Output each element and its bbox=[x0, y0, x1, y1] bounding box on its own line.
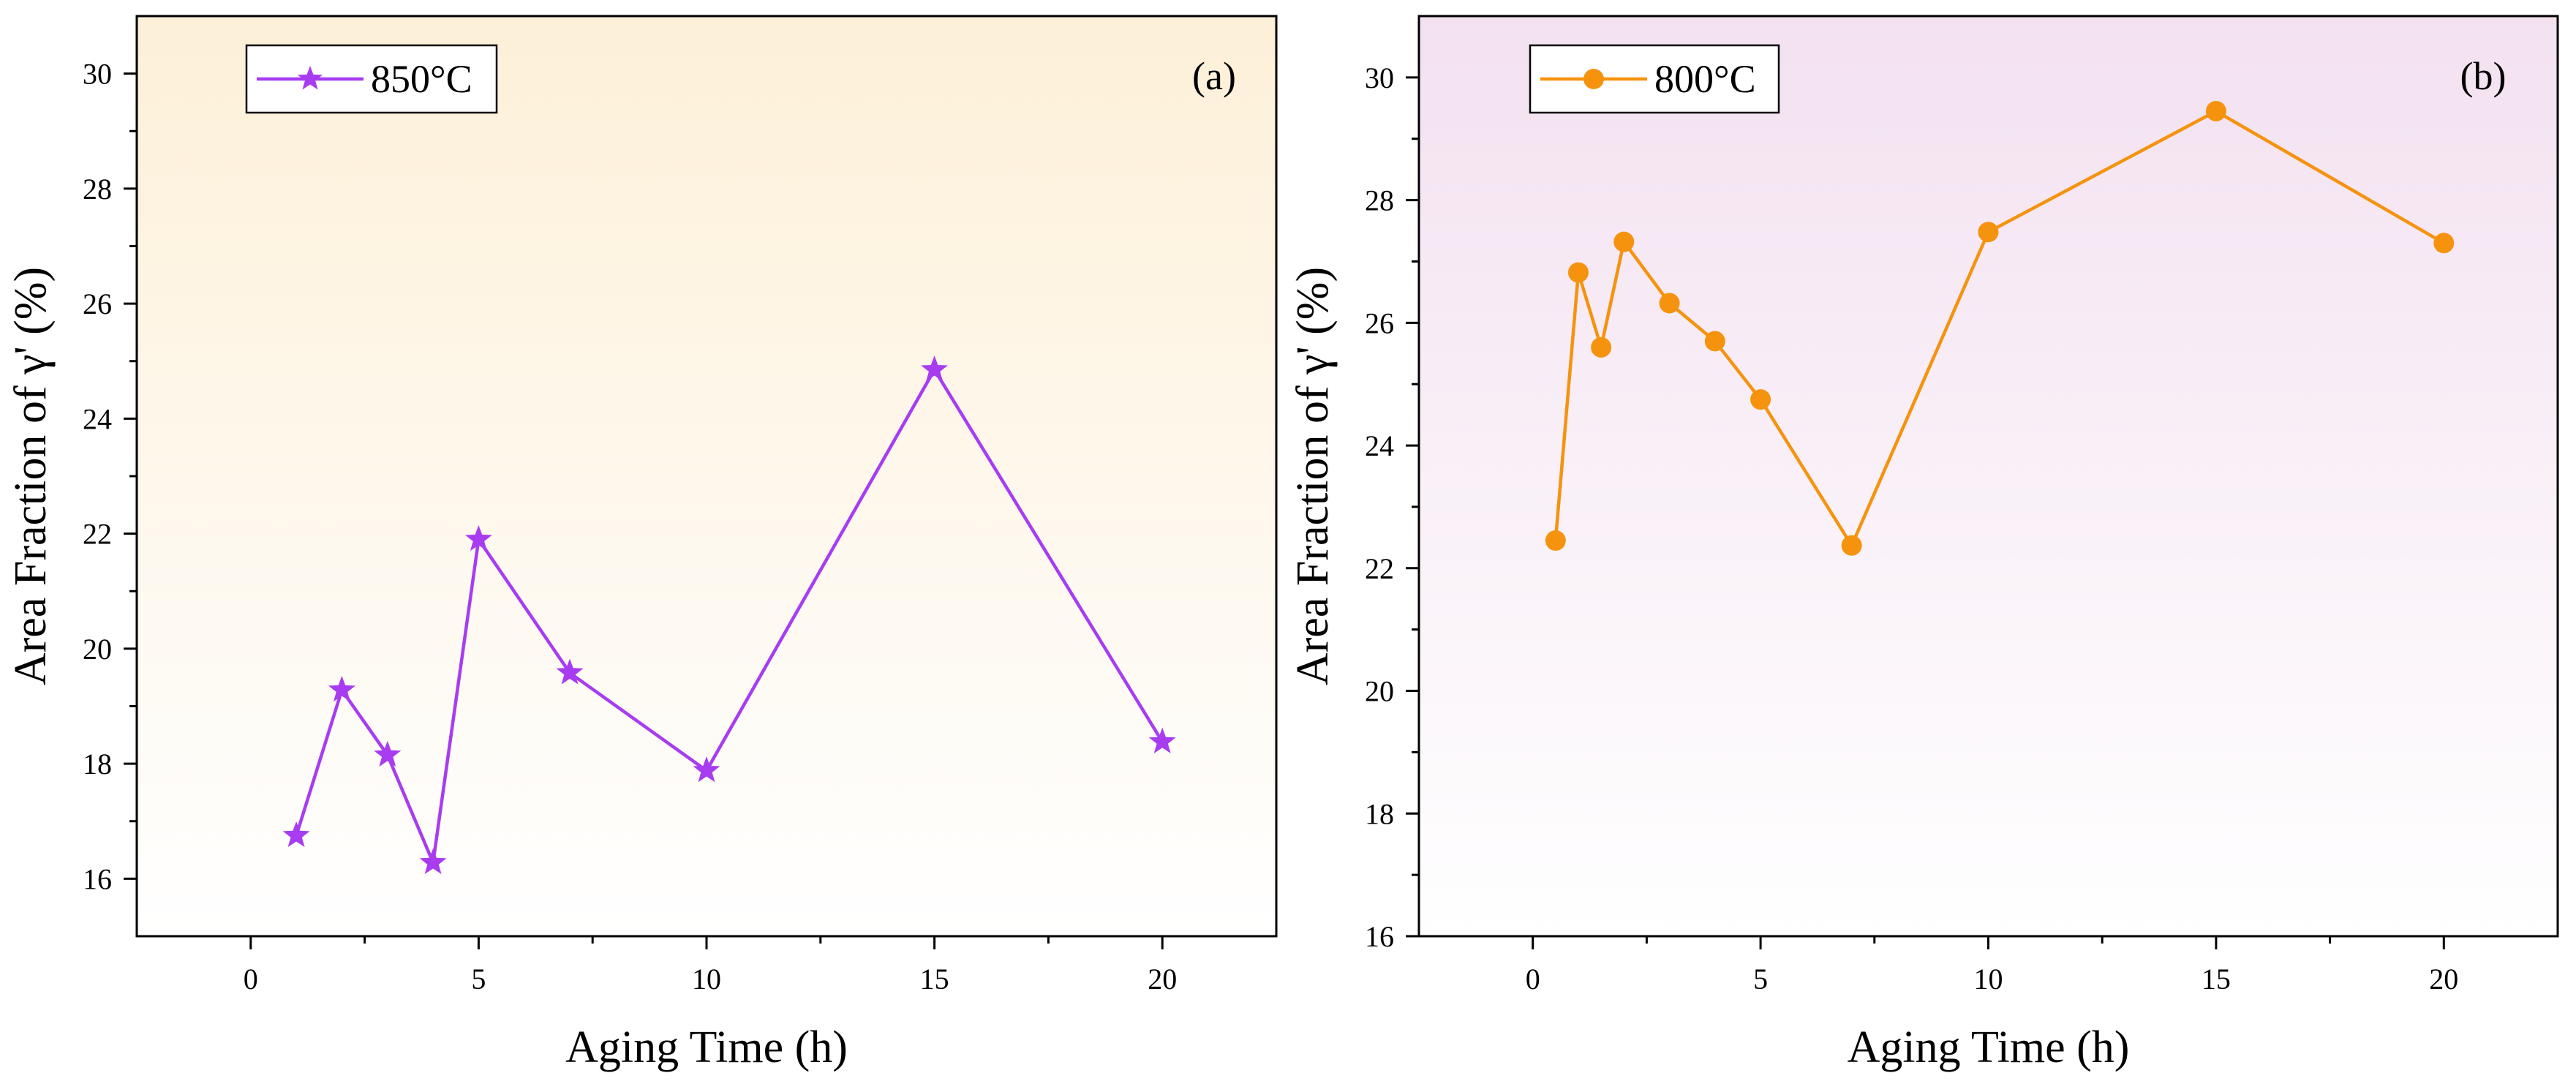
panel-label: (a) bbox=[1192, 54, 1236, 98]
y-tick-label: 16 bbox=[1365, 920, 1394, 953]
legend: 850°C bbox=[245, 44, 498, 114]
y-axis-title: Area Fraction of γ' (%) bbox=[6, 267, 56, 685]
data-point-circle bbox=[1567, 262, 1589, 283]
data-point-circle bbox=[1750, 389, 1771, 410]
panel-b: 0 5 10 15 20 16 18 20 22 24 26 28 30 Aging Time (h) Ar… bbox=[1288, 15, 2559, 1072]
panel-a: 0 5 10 15 20 16 18 20 22 24 26 28 30 Aging Time (h) Ar… bbox=[6, 15, 1278, 1072]
data-point-circle bbox=[1841, 535, 1862, 556]
data-point-circle bbox=[1613, 231, 1635, 252]
data-point-circle bbox=[1978, 222, 1999, 243]
data-point-star bbox=[556, 658, 584, 685]
x-tick-label: 10 bbox=[1974, 963, 2003, 995]
x-tick-label: 5 bbox=[1753, 963, 1768, 995]
data-point-circle bbox=[1545, 530, 1566, 551]
legend-label: 800°C bbox=[1654, 57, 1756, 101]
data-point-star bbox=[1148, 727, 1176, 753]
data-point-star bbox=[282, 821, 310, 848]
data-point-circle bbox=[1591, 336, 1612, 358]
x-tick-label: 20 bbox=[2429, 963, 2458, 995]
data-point-star bbox=[419, 848, 447, 875]
plot-background bbox=[1419, 16, 2558, 936]
data-point-star bbox=[921, 355, 949, 382]
data-point-circle bbox=[2205, 100, 2226, 121]
y-tick-label: 16 bbox=[83, 862, 112, 895]
plot-background bbox=[137, 16, 1276, 936]
x-tick-label: 5 bbox=[471, 963, 486, 995]
data-point-circle bbox=[1704, 331, 1725, 352]
x-axis-title: Aging Time (h) bbox=[565, 1023, 848, 1072]
y-tick-label: 20 bbox=[83, 633, 112, 666]
data-point-star bbox=[328, 676, 355, 702]
data-point-star bbox=[693, 756, 720, 783]
data-point-circle bbox=[2433, 233, 2455, 254]
y-tick-label: 18 bbox=[1365, 797, 1394, 830]
y-tick-label: 30 bbox=[1365, 61, 1394, 94]
x-axis-title: Aging Time (h) bbox=[1848, 1023, 2130, 1072]
y-axis-title: Area Fraction of γ' (%) bbox=[1288, 267, 1338, 685]
y-tick-label: 20 bbox=[1365, 675, 1394, 708]
y-tick-label: 18 bbox=[83, 748, 112, 780]
x-tick-label: 15 bbox=[2202, 963, 2231, 995]
y-tick-label: 26 bbox=[83, 287, 112, 320]
legend-label: 850°C bbox=[371, 57, 472, 101]
y-tick-label: 30 bbox=[83, 58, 112, 91]
x-tick-label: 20 bbox=[1148, 963, 1177, 995]
y-tick-label: 26 bbox=[1365, 306, 1394, 339]
y-tick-label: 24 bbox=[83, 402, 112, 435]
data-point-circle bbox=[1659, 293, 1680, 314]
y-tick-label: 24 bbox=[1365, 429, 1394, 462]
data-point-star bbox=[374, 740, 402, 767]
legend-marker-circle bbox=[1583, 69, 1604, 89]
x-tick-label: 0 bbox=[1526, 963, 1540, 995]
data-point-star bbox=[464, 525, 492, 551]
x-tick-label: 15 bbox=[920, 963, 949, 995]
legend: 800°C bbox=[1529, 44, 1780, 114]
legend-marker-star bbox=[297, 66, 323, 90]
y-tick-label: 28 bbox=[1365, 184, 1394, 217]
x-tick-label: 10 bbox=[692, 963, 721, 995]
panel-label: (b) bbox=[2460, 54, 2507, 98]
y-tick-label: 28 bbox=[83, 173, 112, 206]
y-tick-label: 22 bbox=[1365, 552, 1394, 585]
x-tick-label: 0 bbox=[244, 963, 258, 995]
y-tick-label: 22 bbox=[83, 518, 112, 551]
